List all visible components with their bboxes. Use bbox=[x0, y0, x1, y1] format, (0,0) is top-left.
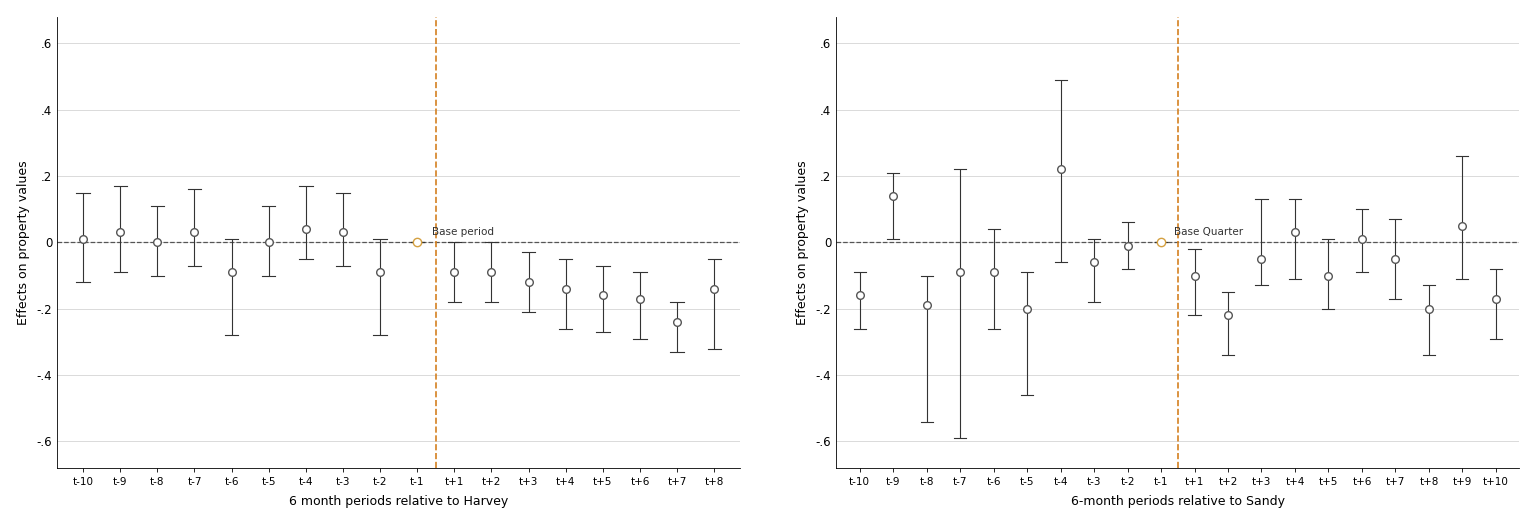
Y-axis label: Effects on property values: Effects on property values bbox=[796, 160, 809, 324]
Text: Base period: Base period bbox=[432, 227, 495, 237]
Text: Base Quarter: Base Quarter bbox=[1175, 227, 1244, 237]
X-axis label: 6-month periods relative to Sandy: 6-month periods relative to Sandy bbox=[1071, 495, 1284, 508]
Y-axis label: Effects on property values: Effects on property values bbox=[17, 160, 29, 324]
X-axis label: 6 month periods relative to Harvey: 6 month periods relative to Harvey bbox=[289, 495, 508, 508]
